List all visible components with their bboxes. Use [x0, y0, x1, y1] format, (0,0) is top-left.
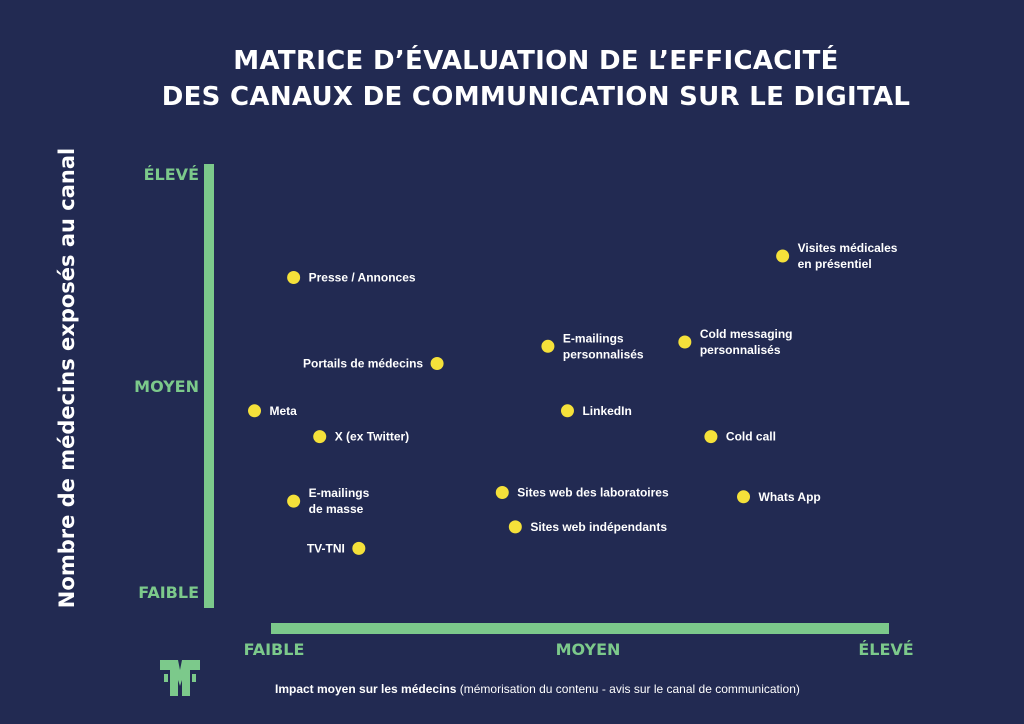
points-layer: Visites médicales en présentiel Presse / A… — [248, 241, 898, 555]
x-tick-medium: MOYEN — [556, 640, 621, 659]
data-point-label-12: Sites web indépendants — [530, 520, 667, 534]
data-point-label-line-4-1: personnalisés — [700, 343, 781, 357]
data-point-label-line-2-0: Portails de médecins — [303, 357, 423, 371]
y-tick-high: ÉLEVÉ — [144, 165, 199, 184]
data-point-2 — [430, 357, 444, 370]
data-point-label-line-4-0: Cold messaging — [700, 327, 793, 341]
data-point-label-4: Cold messaging personnalisés — [700, 327, 793, 357]
data-point-label-line-5-0: Meta — [270, 404, 298, 418]
data-point-label-line-3-1: personnalisés — [563, 347, 644, 361]
data-point-label-line-0-1: en présentiel — [798, 257, 872, 271]
data-point-label-5: Meta — [270, 404, 298, 418]
data-point-8 — [704, 430, 718, 444]
data-point-6 — [560, 404, 574, 418]
data-point-1 — [287, 271, 301, 284]
data-point-11 — [737, 490, 751, 504]
data-point-label-13: TV-TNI — [307, 541, 345, 555]
data-point-label-0: Visites médicales en présentiel — [798, 241, 898, 271]
x-axis-line — [271, 623, 889, 634]
data-point-label-9: E-mailings de masse — [309, 486, 370, 516]
data-point-label-line-9-1: de masse — [309, 502, 364, 516]
data-point-label-line-13-0: TV-TNI — [307, 541, 345, 555]
data-point-9 — [287, 494, 301, 508]
y-tick-medium: MOYEN — [134, 377, 199, 396]
data-point-label-line-1-0: Presse / Annonces — [309, 271, 416, 285]
y-tick-low: FAIBLE — [138, 583, 199, 602]
chart-title-line-1: MATRICE D’ÉVALUATION DE L’EFFICACITÉ — [233, 44, 838, 76]
data-point-label-3: E-mailings personnalisés — [563, 331, 644, 361]
y-axis-line — [204, 164, 214, 608]
data-point-label-11: Whats App — [759, 490, 821, 504]
data-point-label-8: Cold call — [726, 430, 776, 444]
x-axis-label-bold: Impact moyen sur les médecins — [275, 682, 457, 696]
data-point-5 — [248, 404, 262, 418]
data-point-label-line-9-0: E-mailings — [309, 486, 370, 500]
data-point-13 — [352, 541, 366, 555]
x-axis-label: Impact moyen sur les médecins (mémorisat… — [275, 682, 800, 696]
data-point-12 — [508, 520, 522, 534]
data-point-label-line-10-0: Sites web des laboratoires — [517, 486, 669, 500]
data-point-label-6: LinkedIn — [582, 404, 631, 418]
data-point-label-line-7-0: X (ex Twitter) — [335, 430, 409, 444]
x-axis-label-rest: (mémorisation du contenu - avis sur le c… — [456, 682, 800, 696]
data-point-label-line-6-0: LinkedIn — [582, 404, 631, 418]
data-point-label-line-11-0: Whats App — [759, 490, 821, 504]
data-point-label-1: Presse / Annonces — [309, 271, 416, 285]
data-point-label-7: X (ex Twitter) — [335, 430, 409, 444]
data-point-label-2: Portails de médecins — [303, 357, 423, 371]
data-point-label-10: Sites web des laboratoires — [517, 486, 669, 500]
data-point-7 — [313, 430, 327, 444]
data-point-label-line-12-0: Sites web indépendants — [530, 520, 667, 534]
x-tick-high: ÉLEVÉ — [858, 640, 913, 659]
x-tick-low: FAIBLE — [244, 640, 305, 659]
data-point-0 — [776, 249, 790, 263]
laurier-logo-icon — [160, 660, 200, 696]
data-point-label-line-3-0: E-mailings — [563, 331, 624, 345]
data-point-label-line-8-0: Cold call — [726, 430, 776, 444]
chart-title-line-2: DES CANAUX DE COMMUNICATION SUR LE DIGIT… — [162, 82, 911, 112]
data-point-10 — [495, 486, 509, 499]
data-point-4 — [678, 335, 692, 349]
y-axis-label: Nombre de médecins exposés au canal — [55, 148, 79, 608]
data-point-3 — [541, 339, 555, 353]
data-point-label-line-0-0: Visites médicales — [798, 241, 898, 255]
